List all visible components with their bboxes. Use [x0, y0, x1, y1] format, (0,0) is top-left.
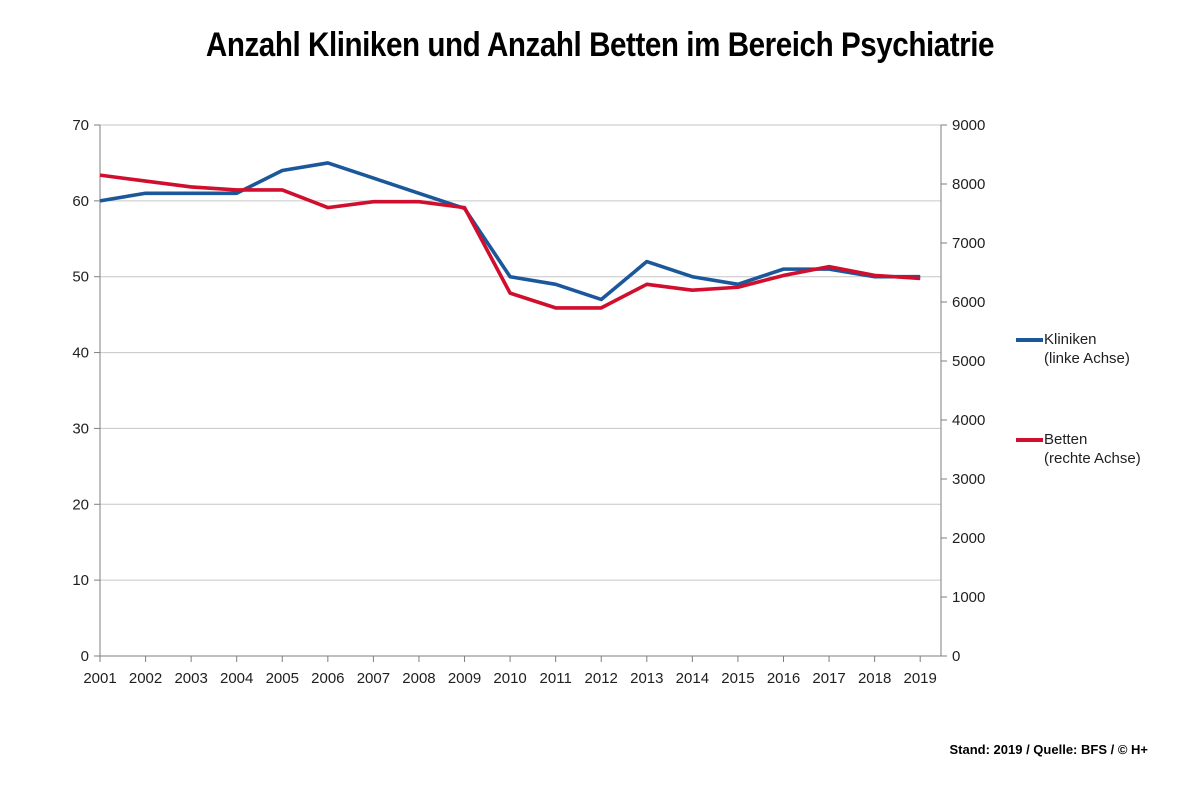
left-axis-tick-label: 50: [72, 269, 89, 286]
left-axis-tick-label: 40: [72, 345, 89, 362]
left-axis-tick-label: 10: [72, 572, 89, 589]
source-note: Stand: 2019 / Quelle: BFS / © H+: [949, 742, 1149, 757]
betten-series-line: [99, 173, 921, 310]
x-axis-tick-label: 2014: [676, 670, 709, 687]
kliniken-series-line: [99, 161, 921, 302]
x-axis-tick-label: 2018: [858, 670, 891, 687]
x-axis-tick-label: 2009: [448, 670, 481, 687]
x-axis-tick-label: 2017: [812, 670, 845, 687]
legend-kliniken-label: Kliniken: [1044, 331, 1097, 348]
x-axis-tick-label: 2002: [129, 670, 162, 687]
right-axis-tick-label: 1000: [952, 589, 985, 606]
x-axis-tick-label: 2003: [174, 670, 207, 687]
right-axis-tick-label: 5000: [952, 353, 985, 370]
left-axis-tick-label: 0: [81, 648, 89, 665]
right-axis-tick-label: 2000: [952, 530, 985, 547]
x-axis-tick-label: 2006: [311, 670, 344, 687]
x-axis-tick-label: 2001: [83, 670, 116, 687]
chart-title: Anzahl Kliniken und Anzahl Betten im Ber…: [205, 26, 995, 64]
left-axis-tick-label: 30: [72, 420, 89, 437]
betten-line-swatch: [1016, 438, 1043, 442]
chart-legend: Kliniken (linke Achse) Betten (rechte Ac…: [1016, 330, 1186, 468]
right-axis-tick-label: 0: [952, 648, 960, 665]
legend-betten-sublabel: (rechte Achse): [1044, 450, 1141, 467]
legend-item-kliniken: Kliniken (linke Achse): [1016, 330, 1186, 368]
right-axis-tick-label: 7000: [952, 235, 985, 252]
kliniken-line-swatch: [1016, 338, 1043, 342]
legend-item-betten: Betten (rechte Achse): [1016, 430, 1186, 468]
right-axis-tick-label: 9000: [952, 117, 985, 134]
x-axis-tick-label: 2016: [767, 670, 800, 687]
right-axis-tick-label: 6000: [952, 294, 985, 311]
left-axis-tick-label: 60: [72, 193, 89, 210]
left-axis-ticks: 0 10 20 30 40 50 60 70: [72, 117, 100, 665]
gridlines: [100, 124, 941, 581]
x-axis-tick-label: 2005: [266, 670, 299, 687]
right-axis-tick-label: 8000: [952, 176, 985, 193]
x-axis-tick-label: 2004: [220, 670, 253, 687]
x-axis-tick-label: 2010: [493, 670, 526, 687]
x-axis-tick-label: 2011: [540, 670, 572, 687]
x-axis-tick-label: 2013: [630, 670, 663, 687]
x-axis-tick-label: 2012: [585, 670, 618, 687]
left-axis-tick-label: 70: [72, 117, 89, 134]
left-axis-tick-label: 20: [72, 496, 89, 513]
right-axis-ticks: 0 1000 2000 3000 4000 5000 6000 7000 8000 9000: [941, 117, 985, 665]
x-axis-tick-label: 2008: [402, 670, 435, 687]
x-axis-tick-label: 2015: [721, 670, 754, 687]
right-axis-tick-label: 3000: [952, 471, 985, 488]
legend-betten-label: Betten: [1044, 431, 1088, 448]
x-axis-tick-label: 2007: [357, 670, 390, 687]
axes: [94, 125, 942, 657]
x-axis-tick-label: 2019: [904, 670, 937, 687]
right-axis-tick-label: 4000: [952, 412, 985, 429]
legend-kliniken-sublabel: (linke Achse): [1044, 350, 1130, 367]
x-axis-ticks: 2001 2002 2003 2004 2005 2006 2007 2008 2009 2010…: [83, 656, 937, 687]
